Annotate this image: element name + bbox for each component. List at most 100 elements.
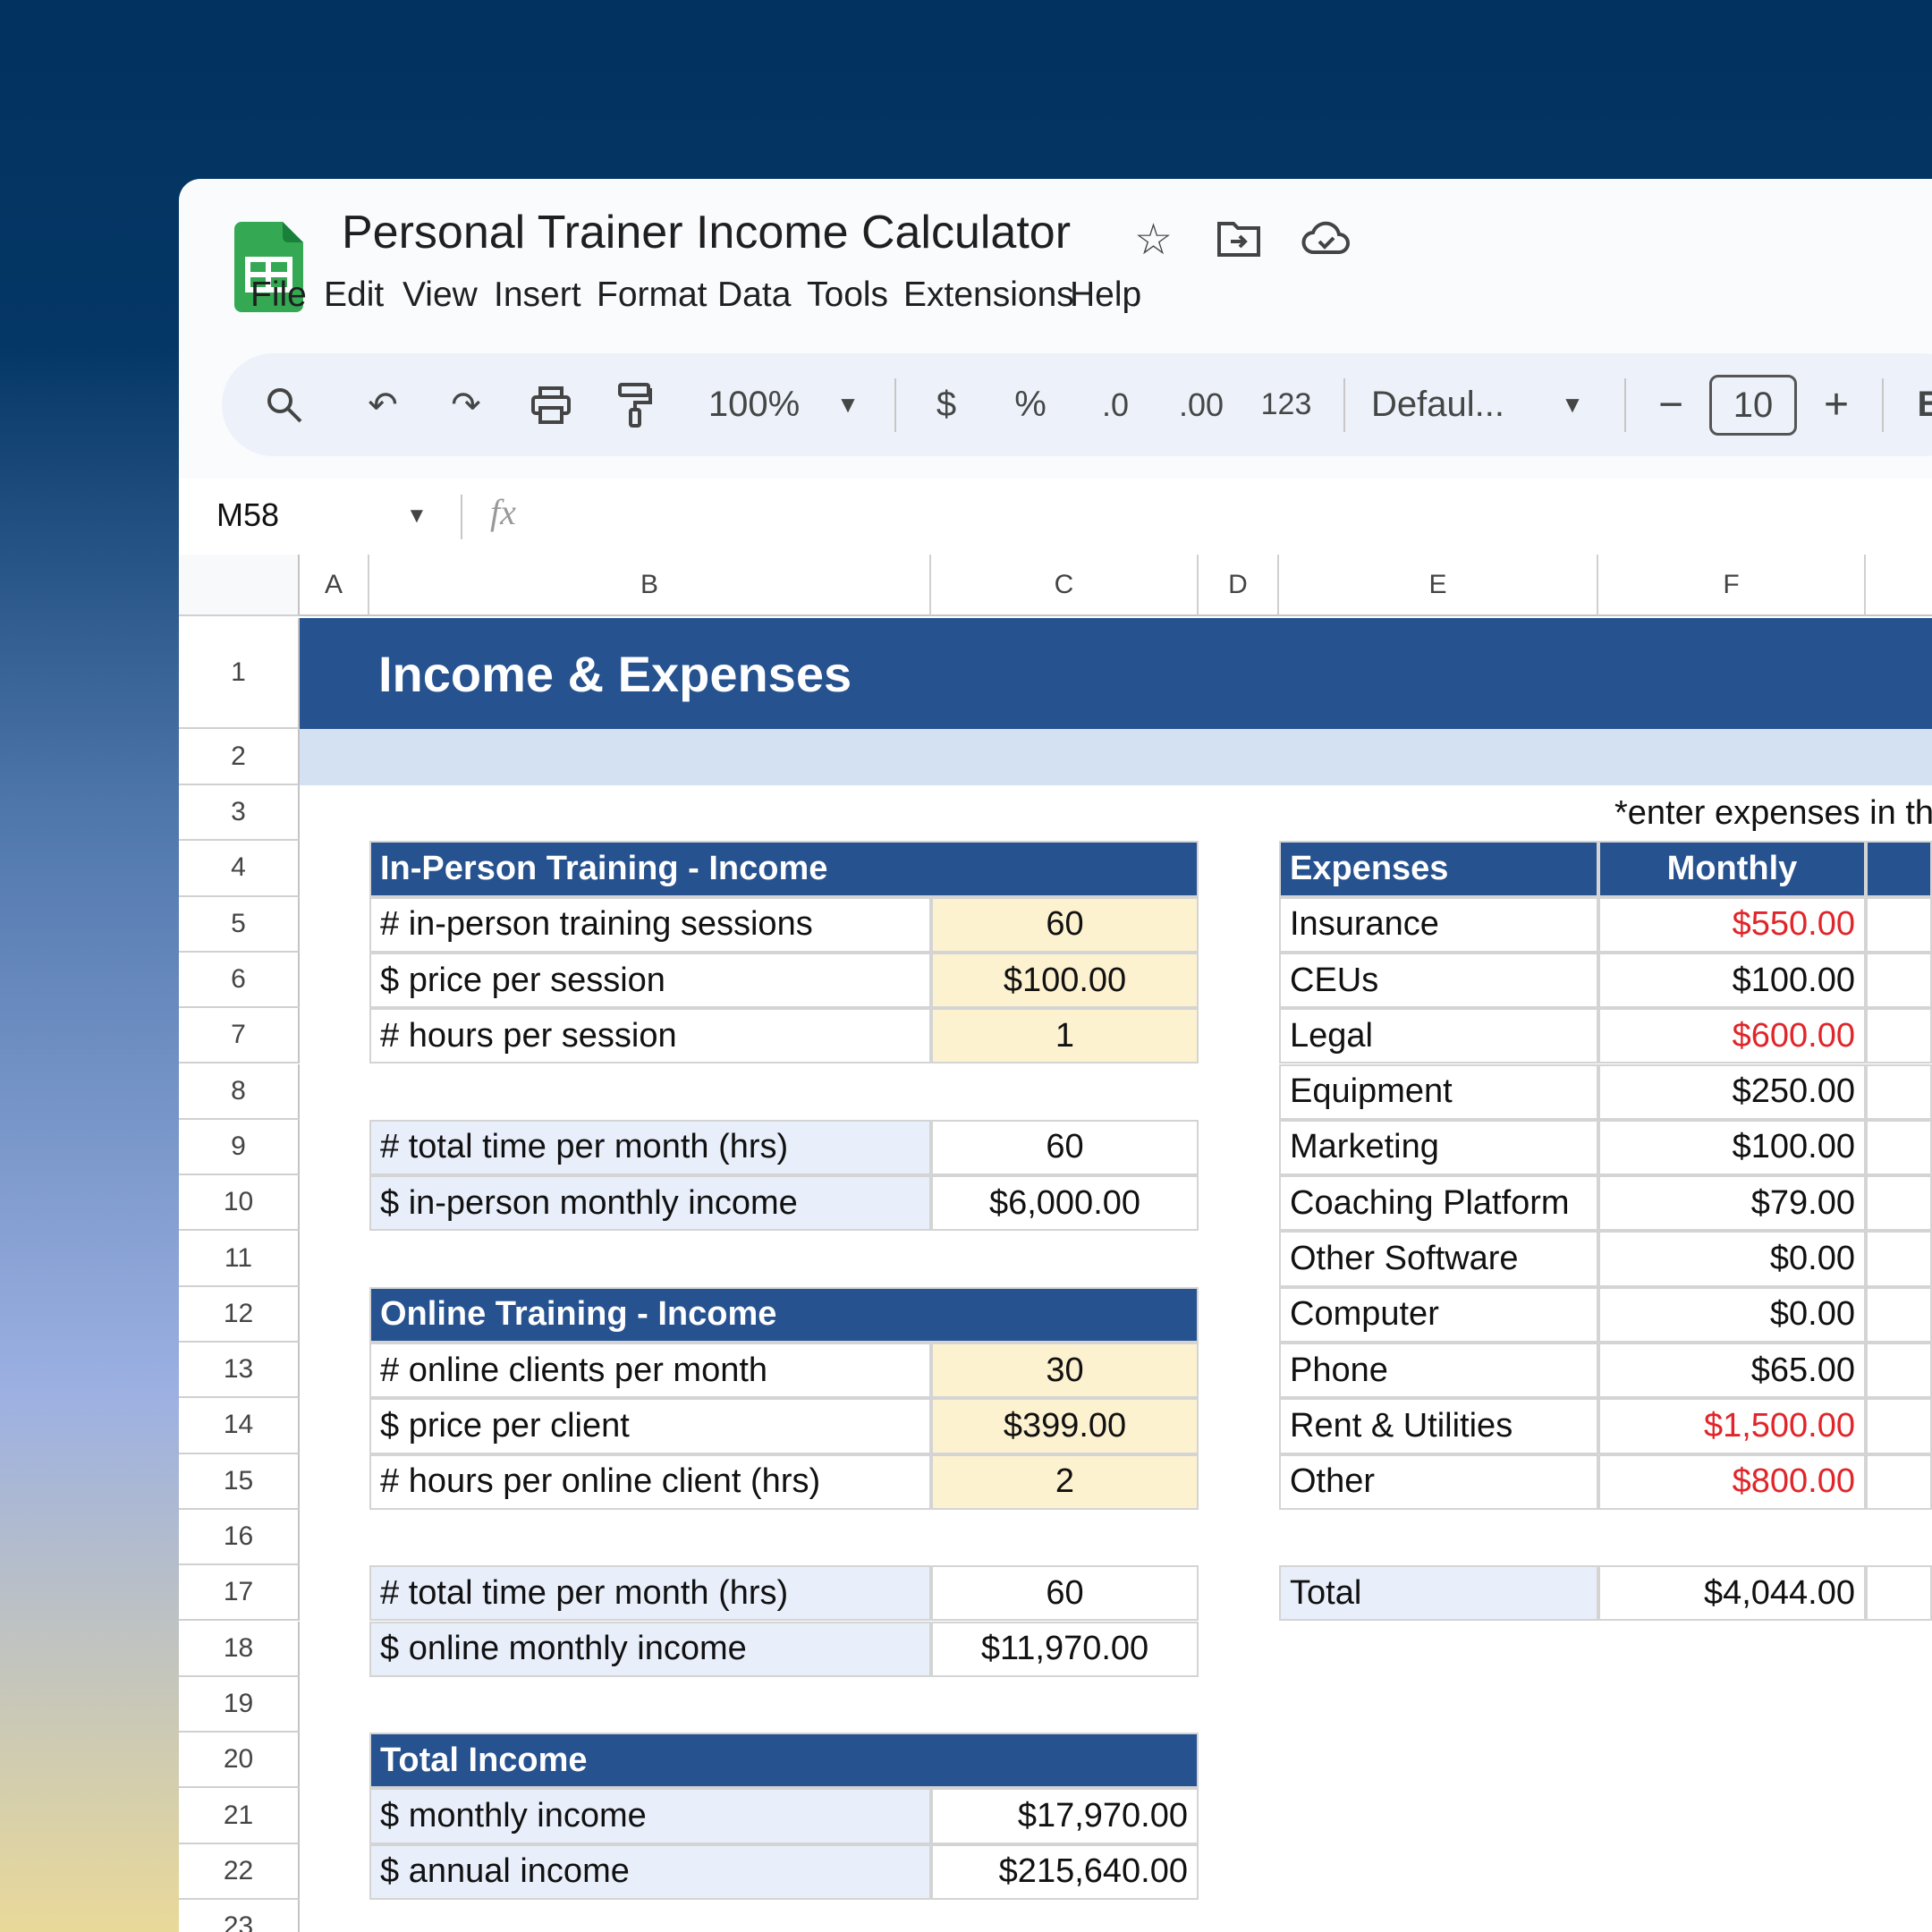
expense-value[interactable]: $600.00: [1598, 1008, 1866, 1064]
output-value[interactable]: 60: [931, 1119, 1199, 1176]
input-label[interactable]: # in-person training sessions: [369, 896, 931, 953]
row-header-4[interactable]: 4: [179, 841, 300, 897]
menu-file[interactable]: File: [250, 275, 307, 314]
menu-help[interactable]: Help: [1070, 275, 1142, 314]
expense-label[interactable]: Legal: [1279, 1008, 1598, 1064]
font-dropdown-icon[interactable]: ▼: [1561, 391, 1584, 418]
cloud-saved-icon[interactable]: [1301, 218, 1352, 260]
monthly-header[interactable]: Monthly: [1598, 841, 1866, 897]
font-size-input[interactable]: 10: [1709, 375, 1797, 436]
row-header-10[interactable]: 10: [179, 1175, 300, 1232]
star-icon[interactable]: ☆: [1134, 216, 1174, 264]
row-header-1[interactable]: 1: [179, 618, 300, 729]
expense-extra[interactable]: [1866, 1119, 1932, 1176]
input-label[interactable]: # hours per session: [369, 1008, 931, 1064]
output-label[interactable]: $ online monthly income: [369, 1621, 931, 1677]
expense-value[interactable]: $800.00: [1598, 1453, 1866, 1510]
expense-extra[interactable]: [1866, 1398, 1932, 1454]
column-header-g[interactable]: [1866, 555, 1932, 616]
percent-format-button[interactable]: %: [1014, 385, 1046, 424]
expense-value[interactable]: $79.00: [1598, 1175, 1866, 1232]
expense-label[interactable]: CEUs: [1279, 952, 1598, 1009]
row-header-7[interactable]: 7: [179, 1008, 300, 1064]
expense-value[interactable]: $65.00: [1598, 1343, 1866, 1399]
expense-value[interactable]: $550.00: [1598, 896, 1866, 953]
expenses-note[interactable]: *enter expenses in the: [1614, 793, 1932, 832]
more-formats-button[interactable]: 123: [1260, 387, 1312, 421]
expense-label[interactable]: Phone: [1279, 1343, 1598, 1399]
increase-decimal-button[interactable]: .00: [1178, 386, 1224, 423]
column-header-b[interactable]: B: [369, 555, 931, 616]
output-value[interactable]: 60: [931, 1565, 1199, 1622]
zoom-select[interactable]: 100%: [708, 385, 801, 424]
row-header-19[interactable]: 19: [179, 1676, 300, 1733]
select-all-corner[interactable]: [179, 555, 300, 616]
move-folder-icon[interactable]: [1216, 220, 1261, 262]
redo-icon[interactable]: ↷: [451, 385, 481, 425]
sheets-logo[interactable]: [234, 222, 303, 312]
decrease-font-size-button[interactable]: −: [1657, 381, 1684, 428]
output-value[interactable]: $11,970.00: [931, 1621, 1199, 1677]
expense-value[interactable]: $100.00: [1598, 1119, 1866, 1176]
expense-extra[interactable]: [1866, 1008, 1932, 1064]
column-header-a[interactable]: A: [300, 555, 369, 616]
row-header-14[interactable]: 14: [179, 1398, 300, 1454]
input-label[interactable]: # hours per online client (hrs): [369, 1453, 931, 1510]
row-header-17[interactable]: 17: [179, 1565, 300, 1622]
output-value[interactable]: $6,000.00: [931, 1175, 1199, 1232]
expense-value[interactable]: $250.00: [1598, 1063, 1866, 1120]
decrease-decimal-button[interactable]: .0: [1101, 386, 1130, 423]
expense-extra[interactable]: [1866, 1286, 1932, 1343]
input-value[interactable]: $100.00: [931, 952, 1199, 1009]
expense-value[interactable]: $0.00: [1598, 1286, 1866, 1343]
row-header-5[interactable]: 5: [179, 896, 300, 953]
row-header-15[interactable]: 15: [179, 1453, 300, 1510]
total-income-value[interactable]: $215,640.00: [931, 1843, 1199, 1900]
expense-extra[interactable]: [1866, 1343, 1932, 1399]
expense-extra[interactable]: [1866, 896, 1932, 953]
row-header-21[interactable]: 21: [179, 1788, 300, 1844]
expense-label[interactable]: Computer: [1279, 1286, 1598, 1343]
expenses-total-label[interactable]: Total: [1279, 1565, 1598, 1622]
expense-label[interactable]: Coaching Platform: [1279, 1175, 1598, 1232]
name-box[interactable]: M58: [216, 496, 280, 533]
row-header-11[interactable]: 11: [179, 1231, 300, 1287]
input-value[interactable]: 60: [931, 896, 1199, 953]
input-label[interactable]: $ price per client: [369, 1398, 931, 1454]
band-row[interactable]: [300, 729, 1932, 785]
row-header-6[interactable]: 6: [179, 952, 300, 1009]
menu-insert[interactable]: Insert: [494, 275, 581, 314]
output-label[interactable]: # total time per month (hrs): [369, 1119, 931, 1176]
row-header-13[interactable]: 13: [179, 1343, 300, 1399]
input-value[interactable]: $399.00: [931, 1398, 1199, 1454]
expense-extra[interactable]: [1866, 1175, 1932, 1232]
row-header-18[interactable]: 18: [179, 1621, 300, 1677]
total-income-label[interactable]: $ monthly income: [369, 1788, 931, 1844]
search-icon[interactable]: [258, 353, 311, 456]
total-income-header[interactable]: Total Income: [369, 1733, 1199, 1789]
bold-button[interactable]: B: [1917, 385, 1932, 424]
column-header-c[interactable]: C: [931, 555, 1199, 616]
expenses-total-value[interactable]: $4,044.00: [1598, 1565, 1866, 1622]
total-income-label[interactable]: $ annual income: [369, 1843, 931, 1900]
total-income-value[interactable]: $17,970.00: [931, 1788, 1199, 1844]
font-select[interactable]: Defaul...: [1371, 385, 1504, 424]
row-header-23[interactable]: 23: [179, 1900, 300, 1932]
paint-format-icon[interactable]: [608, 353, 662, 456]
expense-label[interactable]: Other: [1279, 1453, 1598, 1510]
column-header-f[interactable]: F: [1598, 555, 1866, 616]
expense-value[interactable]: $1,500.00: [1598, 1398, 1866, 1454]
document-title[interactable]: Personal Trainer Income Calculator: [342, 207, 1072, 258]
output-label[interactable]: # total time per month (hrs): [369, 1565, 931, 1622]
menu-extensions[interactable]: Extensions: [903, 275, 1074, 314]
print-icon[interactable]: [524, 353, 578, 456]
menu-data[interactable]: Data: [717, 275, 792, 314]
expense-label[interactable]: Marketing: [1279, 1119, 1598, 1176]
output-label[interactable]: $ in-person monthly income: [369, 1175, 931, 1232]
column-header-e[interactable]: E: [1279, 555, 1598, 616]
expense-label[interactable]: Rent & Utilities: [1279, 1398, 1598, 1454]
formula-input[interactable]: [555, 487, 1896, 541]
spreadsheet-grid[interactable]: A B C D E F 1 2 3 4 5 6 7 8 9 10 11 12 13 14 15 16 17 18 19 20 21 2…: [179, 555, 1932, 1932]
menu-tools[interactable]: Tools: [807, 275, 889, 314]
row-header-9[interactable]: 9: [179, 1119, 300, 1176]
